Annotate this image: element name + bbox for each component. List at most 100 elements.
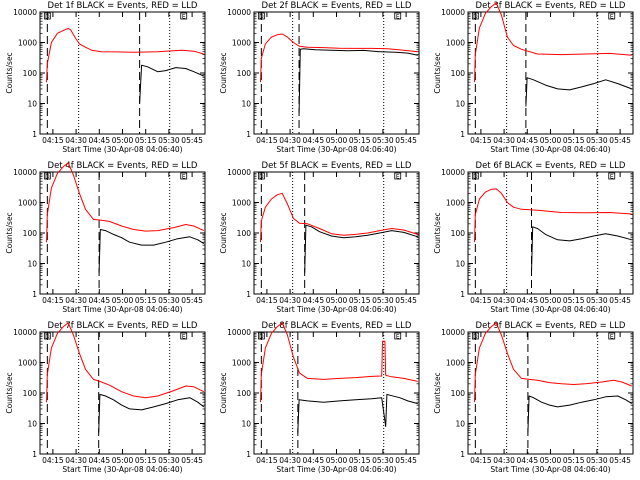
y-axis-label: Counts/sec <box>219 372 228 413</box>
x-tick-label: 05:15 <box>349 296 371 305</box>
x-tick-label: 05:30 <box>372 296 394 305</box>
y-tick-label: 100 <box>23 69 38 78</box>
y-tick-label: 1000 <box>18 359 37 368</box>
x-tick-label: 04:45 <box>88 136 110 145</box>
chart-title: Det 2f BLACK = Events, RED = LLD <box>262 1 412 11</box>
y-tick-label: 10000 <box>13 328 37 337</box>
x-tick-label: 05:00 <box>540 296 562 305</box>
plot-frame <box>467 171 634 295</box>
chart-title: Det 4f BLACK = Events, RED = LLD <box>48 161 198 171</box>
y-tick-label: 1000 <box>18 199 37 208</box>
series-line-lld <box>474 188 632 243</box>
x-tick-label: 04:45 <box>302 136 324 145</box>
x-tick-label: 04:15 <box>42 296 64 305</box>
y-tick-label: 1 <box>32 450 37 459</box>
x-tick-label: 05:45 <box>609 296 631 305</box>
x-axis-label: Start Time (30-Apr-08 04:06:40) <box>62 305 182 314</box>
x-tick-label: 04:30 <box>65 136 87 145</box>
x-tick-label: 04:45 <box>516 296 538 305</box>
x-tick-label: 05:30 <box>158 136 180 145</box>
x-tick-label: 04:15 <box>42 136 64 145</box>
x-tick-label: 04:30 <box>65 456 87 465</box>
y-tick-label: 1000 <box>18 39 37 48</box>
chart-panel-1: Det 1f BLACK = Events, RED = LLD 1 10 100 10… <box>5 1 206 154</box>
x-axis-label: Start Time (30-Apr-08 04:06:40) <box>276 145 396 154</box>
plot-frame <box>253 331 420 455</box>
x-tick-label: 05:15 <box>135 136 157 145</box>
chart-title: Det 1f BLACK = Events, RED = LLD <box>48 1 198 11</box>
x-tick-label: 05:45 <box>609 136 631 145</box>
y-tick-label: 10000 <box>441 168 465 177</box>
x-tick-label: 05:00 <box>326 456 348 465</box>
annotation-label: D <box>45 334 50 341</box>
x-tick-label: 04:15 <box>256 296 278 305</box>
y-tick-label: 100 <box>451 389 466 398</box>
annotation-label: D <box>473 14 478 21</box>
chart-panel-7: Det 7f BLACK = Events, RED = LLD 1 10 100 10… <box>5 321 206 474</box>
y-tick-label: 10 <box>27 260 37 269</box>
series-line-lld <box>46 322 205 403</box>
x-tick-label: 04:30 <box>493 296 515 305</box>
x-tick-label: 05:45 <box>395 136 417 145</box>
x-tick-label: 04:15 <box>256 136 278 145</box>
x-tick-label: 05:00 <box>540 456 562 465</box>
y-tick-label: 1 <box>246 130 251 139</box>
y-axis-label: Counts/sec <box>433 52 442 93</box>
x-tick-label: 04:15 <box>470 296 492 305</box>
y-tick-label: 10 <box>455 420 465 429</box>
x-tick-label: 04:30 <box>279 456 301 465</box>
annotation-label: E <box>396 174 400 181</box>
y-axis-label: Counts/sec <box>219 52 228 93</box>
series-line-lld <box>260 192 418 243</box>
y-tick-label: 10000 <box>441 328 465 337</box>
y-tick-label: 10000 <box>441 8 465 17</box>
y-tick-label: 10 <box>241 100 251 109</box>
series-line-lld <box>260 33 418 83</box>
annotation-box <box>43 12 51 20</box>
plot-frame <box>467 11 634 135</box>
chart-title: Det 5f BLACK = Events, RED = LLD <box>262 161 412 171</box>
chart-panel-9: Det 9f BLACK = Events, RED = LLD 1 10 100 10… <box>433 321 634 474</box>
series-line-events <box>304 224 418 273</box>
x-tick-label: 04:15 <box>256 456 278 465</box>
x-tick-label: 05:15 <box>349 136 371 145</box>
y-tick-label: 10000 <box>227 168 251 177</box>
x-axis-label: Start Time (30-Apr-08 04:06:40) <box>490 305 610 314</box>
x-tick-label: 05:45 <box>181 136 203 145</box>
y-tick-label: 100 <box>451 229 466 238</box>
x-axis-label: Start Time (30-Apr-08 04:06:40) <box>276 305 396 314</box>
chart-panel-5: Det 5f BLACK = Events, RED = LLD 1 10 100 10… <box>219 161 420 314</box>
chart-title: Det 3f BLACK = Events, RED = LLD <box>476 1 626 11</box>
y-tick-label: 10000 <box>13 8 37 17</box>
chart-title: Det 8f BLACK = Events, RED = LLD <box>262 321 412 331</box>
annotation-label: D <box>45 174 50 181</box>
y-tick-label: 10 <box>455 100 465 109</box>
annotation-box <box>257 172 265 180</box>
annotation-box <box>394 172 402 180</box>
y-tick-label: 10 <box>241 260 251 269</box>
y-tick-label: 10000 <box>13 168 37 177</box>
x-tick-label: 05:30 <box>158 296 180 305</box>
y-tick-label: 10000 <box>227 328 251 337</box>
series-line-events <box>98 229 205 273</box>
annotation-box <box>608 12 616 20</box>
y-tick-label: 1 <box>460 450 465 459</box>
annotation-box <box>471 332 479 340</box>
x-tick-label: 05:15 <box>135 296 157 305</box>
y-axis-label: Counts/sec <box>219 212 228 253</box>
chart-panel-8: Det 8f BLACK = Events, RED = LLD 1 10 100 10… <box>219 321 420 474</box>
x-tick-label: 05:45 <box>395 456 417 465</box>
y-tick-label: 10 <box>27 100 37 109</box>
series-line-events <box>297 393 418 433</box>
y-tick-label: 10 <box>241 420 251 429</box>
annotation-box <box>180 172 188 180</box>
x-axis-label: Start Time (30-Apr-08 04:06:40) <box>490 465 610 474</box>
series-line-lld <box>46 27 204 83</box>
x-tick-label: 04:30 <box>279 136 301 145</box>
annotation-label: E <box>396 334 400 341</box>
series-line-events <box>531 226 632 273</box>
x-axis-label: Start Time (30-Apr-08 04:06:40) <box>276 465 396 474</box>
annotation-box <box>471 12 479 20</box>
x-axis-label: Start Time (30-Apr-08 04:06:40) <box>490 145 610 154</box>
